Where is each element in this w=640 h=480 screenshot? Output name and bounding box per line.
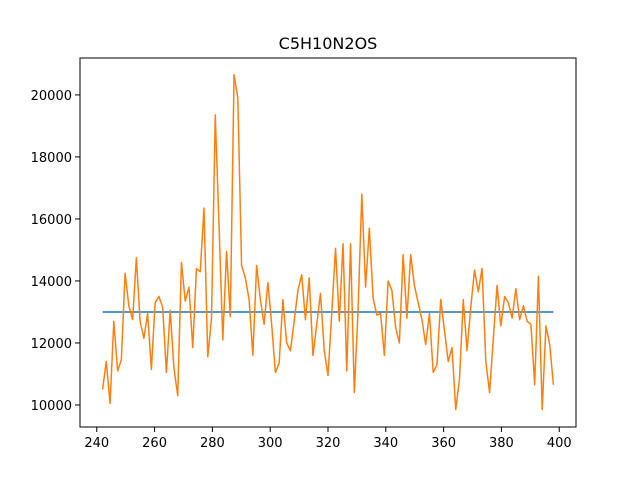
y-tick-label: 18000 — [31, 151, 72, 166]
x-tick-label: 300 — [258, 436, 283, 451]
y-tick-label: 20000 — [31, 89, 72, 104]
x-tick-label: 320 — [316, 436, 341, 451]
x-tick-label: 340 — [373, 436, 398, 451]
y-tick-label: 12000 — [31, 337, 72, 352]
x-tick-label: 360 — [431, 436, 456, 451]
x-tick-label: 400 — [547, 436, 572, 451]
y-tick-label: 14000 — [31, 275, 72, 290]
chart-title: C5H10N2OS — [279, 34, 378, 53]
x-tick-label: 260 — [142, 436, 167, 451]
y-tick-label: 16000 — [31, 213, 72, 228]
axes-frame — [79, 57, 577, 428]
x-tick-label: 240 — [84, 436, 109, 451]
data-line — [101, 73, 555, 411]
x-tick-label: 280 — [200, 436, 225, 451]
y-tick-label: 10000 — [31, 399, 72, 414]
x-tick-label: 380 — [489, 436, 514, 451]
